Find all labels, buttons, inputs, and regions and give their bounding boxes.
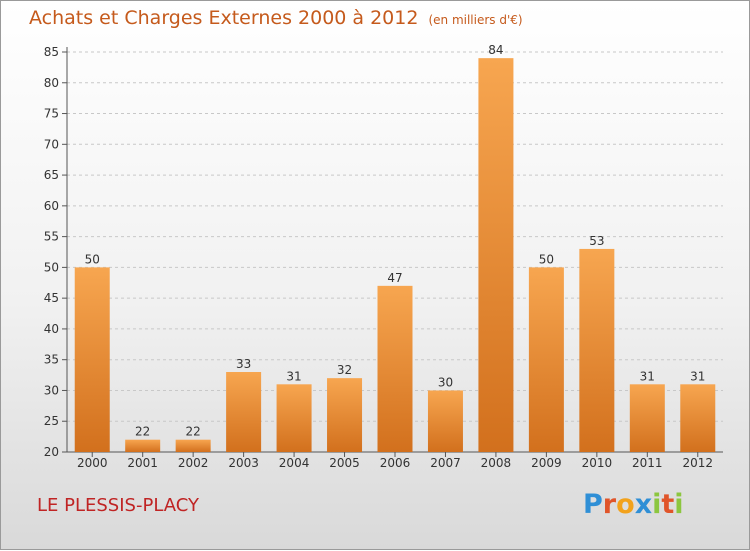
bar [125, 439, 161, 452]
x-tick-label: 2007 [430, 456, 461, 470]
data-label: 31 [690, 369, 705, 383]
data-label: 22 [135, 425, 150, 439]
logo-letter: i [674, 489, 684, 520]
y-tick-label: 35 [44, 353, 59, 367]
x-tick-label: 2011 [632, 456, 663, 470]
bar [427, 390, 463, 452]
bar [629, 384, 665, 452]
x-tick-label: 2008 [481, 456, 512, 470]
logo-letter: i [652, 489, 662, 520]
proxiti-logo[interactable]: Proxiti [583, 489, 684, 520]
y-tick-label: 25 [44, 414, 59, 428]
bar [680, 384, 716, 452]
data-label: 31 [640, 369, 655, 383]
data-label: 22 [186, 425, 201, 439]
bar [175, 439, 211, 452]
y-tick-label: 70 [44, 137, 59, 151]
logo-letter: t [661, 489, 675, 520]
logo-letter: r [602, 489, 617, 520]
data-label: 30 [438, 375, 453, 389]
x-tick-label: 2001 [127, 456, 158, 470]
data-labels: 50 22 22 33 31 32 47 30 84 50 53 31 31 [85, 43, 706, 439]
y-tick-label: 20 [44, 445, 59, 459]
x-tick-label: 2003 [228, 456, 259, 470]
x-tick-label: 2009 [531, 456, 562, 470]
bar [276, 384, 312, 452]
logo-letter: x [634, 489, 653, 520]
bars [74, 58, 716, 453]
y-tick-label: 85 [44, 45, 59, 59]
y-tick-label: 65 [44, 168, 59, 182]
y-tick-labels: 20 25 30 35 40 45 50 55 60 65 70 75 80 85 [44, 45, 59, 459]
x-tick-label: 2000 [77, 456, 108, 470]
bar [377, 285, 413, 452]
chart-subtitle: (en milliers d'€) [428, 13, 523, 27]
bar [226, 372, 262, 452]
logo-letter: P [583, 489, 603, 520]
x-tick-label: 2005 [329, 456, 360, 470]
x-tick-label: 2006 [380, 456, 411, 470]
x-tick-labels: 2000 2001 2002 2003 2004 2005 2006 2007 2008 2009… [77, 456, 713, 470]
data-label: 47 [387, 271, 402, 285]
y-tick-label: 80 [44, 76, 59, 90]
x-tick-label: 2004 [279, 456, 310, 470]
chart-title: Achats et Charges Externes 2000 à 2012 (e… [29, 7, 523, 29]
bar [327, 378, 363, 452]
y-tick-label: 30 [44, 383, 59, 397]
data-label: 31 [286, 369, 301, 383]
bar [579, 248, 615, 452]
bar [74, 267, 110, 452]
x-tick-label: 2002 [178, 456, 209, 470]
data-label: 84 [488, 43, 503, 57]
y-tick-label: 60 [44, 199, 59, 213]
data-label: 33 [236, 357, 251, 371]
data-label: 53 [589, 234, 604, 248]
data-label: 50 [85, 252, 100, 266]
logo-letter: o [616, 489, 635, 520]
x-tick-label: 2012 [682, 456, 713, 470]
data-label: 32 [337, 363, 352, 377]
bar [528, 267, 564, 452]
y-tick-label: 50 [44, 260, 59, 274]
y-tick-label: 45 [44, 291, 59, 305]
y-tick-label: 55 [44, 230, 59, 244]
y-tick-label: 75 [44, 107, 59, 121]
y-tick-label: 40 [44, 322, 59, 336]
x-tick-label: 2010 [582, 456, 613, 470]
commune-name: LE PLESSIS-PLACY [37, 495, 199, 516]
chart-title-text: Achats et Charges Externes 2000 à 2012 [29, 7, 419, 29]
bar [478, 58, 514, 453]
data-label: 50 [539, 252, 554, 266]
